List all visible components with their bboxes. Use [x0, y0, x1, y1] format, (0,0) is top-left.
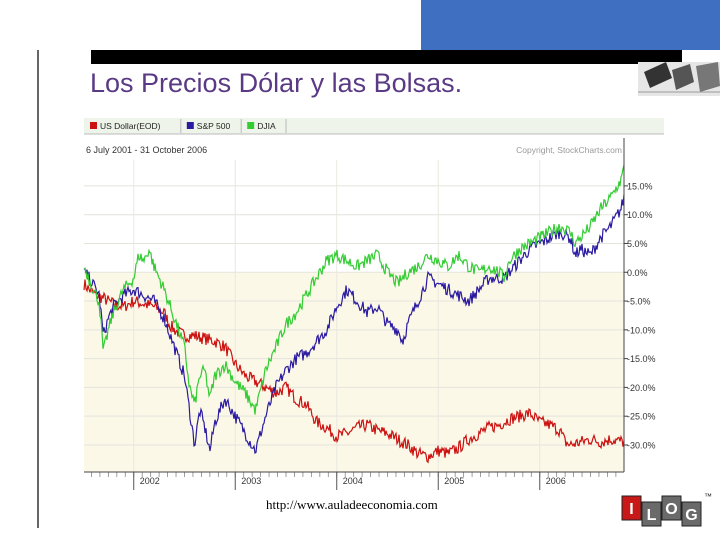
y-tick-label: 10.0%: [627, 210, 653, 220]
chart-legend: US Dollar(EOD) S&P 500 DJIA: [90, 119, 287, 133]
logo-letter: G: [685, 507, 697, 524]
series-line-1: [83, 194, 625, 454]
legend-bar: [84, 118, 664, 134]
x-tick-label: 2003: [241, 476, 261, 486]
slide-title: Los Precios Dólar y las Bolsas.: [90, 68, 463, 98]
y-axis-ticks: 15.0% 10.0% 5.0% 0.0% -5.0% -10.0% -15.0% -20.0…: [624, 181, 656, 450]
logo-block: [661, 495, 682, 521]
building-graphic-icon: [638, 62, 720, 96]
y-tick-label: 5.0%: [627, 239, 648, 249]
title-divider-bar: [91, 50, 682, 64]
legend-swatch: [247, 122, 255, 129]
header-blue-block: [421, 0, 720, 50]
y-tick-label: -5.0%: [627, 297, 651, 307]
y-tick-label: -15.0%: [627, 354, 656, 364]
logo-block: [641, 501, 662, 527]
logo-letter: L: [647, 507, 657, 524]
legend-label: DJIA: [257, 121, 276, 131]
legend-label: S&P 500: [197, 121, 231, 131]
y-tick-label: -25.0%: [627, 412, 656, 422]
x-axis-ticks: 2002 2003 2004 2005 2006: [91, 472, 617, 490]
legend-swatch: [186, 122, 194, 129]
legend-label: US Dollar(EOD): [100, 121, 161, 131]
chart-series: [83, 164, 625, 464]
chart-copyright: Copyright, StockCharts.com: [516, 145, 622, 155]
x-tick-label: 2005: [444, 476, 464, 486]
logo-letter: I: [629, 501, 633, 518]
series-line-0: [83, 279, 625, 464]
footer-url: http://www.auladeeconomia.com: [266, 497, 438, 512]
series-line-2: [83, 164, 625, 415]
price-chart: US Dollar(EOD) S&P 500 DJIA 6 July 2001 - …: [82, 116, 666, 492]
negative-region: [84, 272, 624, 472]
x-tick-label: 2006: [546, 476, 566, 486]
logo-letter: O: [665, 501, 677, 518]
chart-date-range: 6 July 2001 - 31 October 2006: [86, 145, 207, 155]
x-tick-label: 2004: [343, 476, 363, 486]
y-tick-label: -10.0%: [627, 325, 656, 335]
y-tick-label: 15.0%: [627, 181, 653, 191]
logo-trademark: ™: [704, 492, 712, 501]
x-tick-label: 2002: [140, 476, 160, 486]
logo-block: [621, 495, 642, 521]
y-tick-label: -20.0%: [627, 383, 656, 393]
y-tick-label: 0.0%: [627, 268, 648, 278]
legend-swatch: [90, 122, 97, 129]
y-tick-label: -30.0%: [627, 440, 656, 450]
left-vertical-rule: [37, 50, 39, 528]
logo-block: [681, 501, 702, 527]
